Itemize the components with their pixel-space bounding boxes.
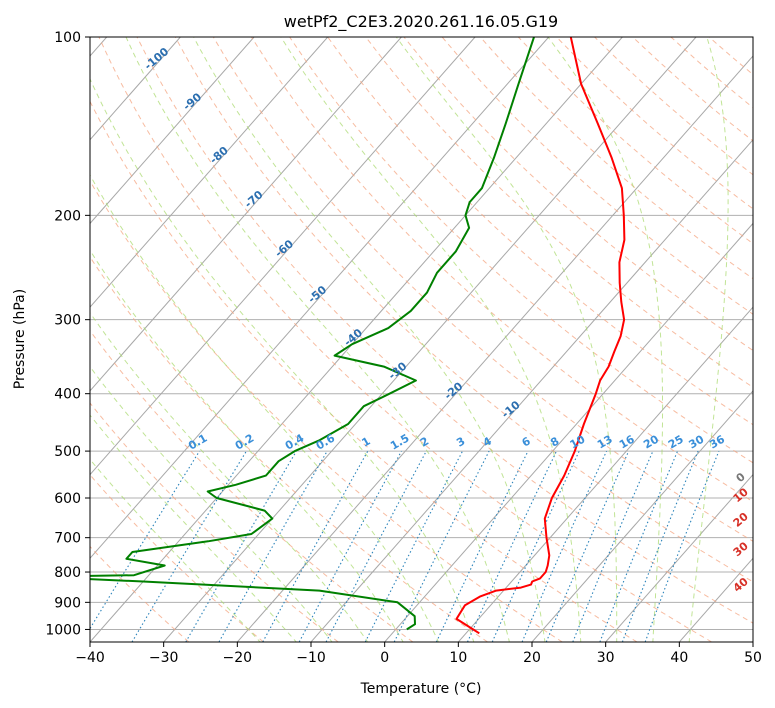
dry-adiabat	[90, 474, 264, 642]
y-tick-label: 600	[54, 491, 81, 507]
x-tick-label: 10	[449, 650, 467, 666]
mixing-ratio-line	[298, 450, 402, 642]
x-axis-label: Temperature (°C)	[360, 681, 482, 697]
x-tick-label: −20	[223, 650, 253, 666]
dry-adiabat	[289, 37, 753, 464]
isotherm-line	[90, 37, 550, 560]
mixing-ratio-line	[364, 450, 463, 642]
isotherm-line	[90, 37, 402, 392]
dry-adiabat	[403, 37, 753, 352]
dry-adiabat	[90, 256, 488, 642]
plot-frame	[89, 36, 754, 643]
isotherm-line	[90, 37, 255, 225]
isotherm-line	[236, 55, 753, 642]
y-tick-label: 1000	[45, 622, 81, 638]
dry-adiabat	[212, 37, 753, 542]
y-tick-label: 800	[54, 565, 81, 581]
mixing-ratio-line	[393, 450, 490, 642]
y-tick-label: 200	[54, 208, 81, 224]
mixing-ratio-line	[521, 450, 608, 642]
mixing-ratio-line	[644, 450, 720, 642]
mixing-ratio-line	[262, 450, 369, 642]
dewpoint-profile-line	[90, 37, 535, 631]
moist-adiabat	[90, 366, 333, 642]
isotherm-line	[605, 473, 753, 642]
x-tick-label: 20	[523, 650, 541, 666]
isotherm-line	[310, 138, 753, 642]
moist-adiabat	[125, 37, 510, 642]
x-tick-label: −10	[296, 650, 326, 666]
isotherm-line	[90, 37, 623, 642]
isotherm-line	[90, 37, 476, 476]
isotherm-line	[752, 641, 753, 642]
dry-adiabat	[136, 37, 753, 624]
moist-adiabat	[90, 414, 297, 642]
dry-adiabat	[98, 37, 712, 642]
y-tick-label: 100	[54, 30, 81, 46]
dry-adiabat	[441, 37, 753, 315]
isotherm-line	[531, 390, 753, 642]
x-tick-label: 0	[380, 650, 389, 666]
x-tick-label: 50	[744, 650, 762, 666]
moist-adiabat	[193, 37, 546, 642]
dry-adiabat	[90, 100, 638, 642]
x-tick-label: −30	[149, 650, 179, 666]
y-tick-label: 700	[54, 531, 81, 547]
mixing-ratio-line	[90, 450, 200, 630]
moist-adiabat	[688, 37, 729, 642]
dry-adiabat	[90, 179, 563, 642]
moist-adiabat	[395, 37, 618, 642]
moist-adiabat	[547, 37, 664, 642]
mixing-ratio-line	[572, 450, 654, 642]
y-tick-label: 500	[54, 444, 81, 460]
mixing-ratio-line	[545, 450, 630, 642]
dry-adiabat	[327, 37, 753, 426]
isotherm-line	[90, 37, 181, 141]
moist-adiabat	[90, 249, 404, 642]
isotherm-line	[90, 37, 329, 308]
mixing-ratio-line	[599, 450, 679, 642]
y-tick-label: 900	[54, 595, 81, 611]
mixing-ratio-line	[218, 450, 328, 642]
isotherm-line	[384, 222, 753, 642]
temperature-profile-line	[455, 37, 626, 635]
moist-adiabat	[90, 77, 475, 642]
y-tick-label: 400	[54, 387, 81, 403]
dry-adiabat	[90, 402, 339, 642]
moist-adiabat	[90, 458, 261, 642]
moist-adiabat	[90, 174, 440, 642]
plot-background	[90, 37, 753, 642]
dry-adiabat	[174, 37, 753, 583]
isotherm-line	[163, 37, 697, 642]
mixing-ratio-line	[621, 450, 699, 642]
x-tick-label: 30	[597, 650, 615, 666]
y-tick-label: 300	[54, 313, 81, 329]
chart-title: wetPf2_C2E3.2020.261.16.05.G19	[284, 12, 558, 32]
x-tick-label: 40	[670, 650, 688, 666]
y-axis-label: Pressure (hPa)	[12, 289, 28, 389]
x-tick-label: −40	[75, 650, 105, 666]
